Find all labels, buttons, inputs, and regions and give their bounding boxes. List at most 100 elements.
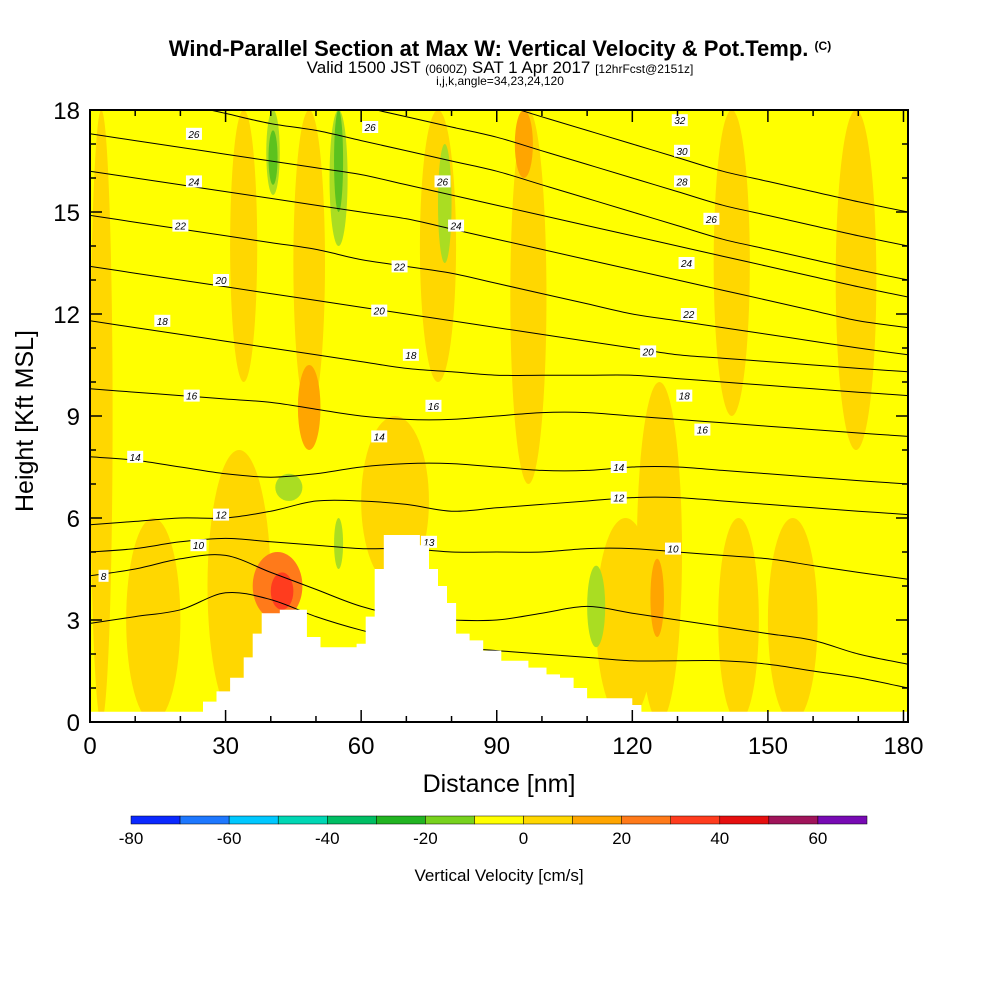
- axis-ticks: [89, 109, 908, 723]
- contour-label: 18: [157, 317, 169, 328]
- colorbar-tick-label: -20: [413, 829, 438, 848]
- contour-label: 24: [187, 177, 200, 188]
- colorbar-swatch: [179, 815, 230, 825]
- contour-label-bg: [183, 389, 200, 402]
- velocity-region-21: [437, 144, 452, 263]
- contour-label-bg: [154, 314, 171, 327]
- colorbar-tick-label: 60: [808, 829, 827, 848]
- velocity-region-24: [334, 518, 344, 569]
- colorbar-swatch: [376, 815, 426, 825]
- contour-label-bg: [678, 257, 695, 269]
- velocity-region-12: [767, 518, 818, 722]
- colorbar-title: Vertical Velocity [cm/s]: [414, 866, 583, 885]
- contour-label-bg: [703, 212, 720, 225]
- theta-contour-20: [90, 265, 908, 373]
- contour-label-bg: [676, 389, 693, 402]
- y-tick-label: 0: [67, 710, 80, 737]
- velocity-region-25: [268, 130, 278, 185]
- theta-contour-32: [518, 110, 908, 213]
- contour-label-bg: [674, 175, 691, 188]
- vertical-velocity-fills: [90, 110, 877, 722]
- contour-label-bg: [98, 569, 109, 582]
- section-params: i,j,k,angle=34,23,24,120: [436, 74, 564, 88]
- contour-label-bg: [434, 175, 451, 188]
- plot-area: 26 24 22 20 18 16 14 12 10 8 26 26 24 22 20 18 16 14 13 32 3…: [90, 110, 908, 722]
- contour-label-bg: [671, 114, 688, 127]
- contour-label: 30: [676, 147, 688, 158]
- colorbar-tick-label: 40: [710, 829, 729, 848]
- theta-contour-8: [90, 554, 908, 665]
- contour-label-bg: [190, 539, 207, 552]
- contour-label-bg: [402, 348, 419, 361]
- valid-date: SAT 1 Apr 2017: [471, 58, 591, 77]
- x-axis-title: Distance [nm]: [423, 770, 576, 798]
- contour-label: 22: [174, 222, 187, 233]
- theta-contour-22: [90, 214, 908, 356]
- contour-label: 24: [680, 259, 693, 270]
- contour-label-bg: [371, 430, 388, 443]
- colorbar-swatch: [572, 815, 622, 825]
- contour-label-bg: [694, 423, 711, 436]
- colorbar-swatch: [768, 815, 819, 825]
- chart-title-text: Wind-Parallel Section at Max W: Vertical…: [168, 36, 809, 61]
- contour-label: 14: [374, 432, 386, 443]
- velocity-region-11: [718, 518, 759, 722]
- velocity-region-22: [587, 565, 606, 648]
- contour-label: 26: [364, 123, 377, 134]
- contour-label: 13: [423, 538, 435, 549]
- velocity-region-7: [510, 110, 547, 484]
- colorbar-tick-label: -60: [217, 829, 242, 848]
- terrain-mask: [90, 535, 908, 722]
- colorbar-swatch: [327, 815, 377, 825]
- colorbar-swatch: [130, 815, 181, 825]
- contour-label: 16: [697, 426, 709, 437]
- chart-subtitle: Valid 1500 JST (0600Z) SAT 1 Apr 2017 [1…: [0, 58, 1000, 78]
- colorbar-swatch: [719, 815, 770, 825]
- contour-label-bg: [664, 542, 681, 555]
- colorbar-swatch: [474, 815, 524, 825]
- velocity-region-1: [126, 518, 181, 722]
- x-tick-label: 0: [83, 733, 96, 760]
- colorbar-swatch: [277, 815, 328, 825]
- contour-label-bg: [640, 345, 657, 358]
- x-tick-label: 120: [612, 733, 652, 760]
- velocity-region-3: [230, 110, 258, 382]
- colorbar-tick-label: -80: [119, 829, 144, 848]
- contour-label-bg: [127, 450, 144, 463]
- contour-label-bg: [425, 399, 442, 412]
- velocity-region-26: [334, 110, 344, 212]
- contour-label: 12: [613, 494, 625, 505]
- y-tick-label: 6: [67, 506, 80, 533]
- theta-contour-26: [90, 133, 908, 298]
- contour-label: 12: [215, 511, 227, 522]
- colorbar-tick-label: 20: [612, 829, 631, 848]
- colorbar-swatch: [523, 815, 573, 825]
- contour-label-bg: [213, 508, 230, 521]
- contour-label: 14: [130, 453, 142, 464]
- contour-label-bg: [185, 127, 202, 140]
- contour-label: 16: [186, 392, 198, 403]
- valid-time: Valid 1500 JST: [306, 58, 421, 77]
- theta-contour-30: [373, 110, 908, 247]
- y-axis-title: Height [Kft MSL]: [11, 330, 39, 512]
- contour-label: 32: [674, 116, 686, 127]
- contour-label-bg: [172, 219, 189, 232]
- x-tick-label: 90: [483, 733, 510, 760]
- colorbar-swatch: [621, 815, 671, 825]
- contour-label: 24: [450, 222, 463, 233]
- x-tick-label: 150: [748, 733, 788, 760]
- y-tick-labels: 0 3 6 9 12 15 18: [53, 98, 80, 737]
- velocity-region-6: [419, 110, 457, 382]
- y-tick-label: 9: [67, 404, 80, 431]
- colorbar-swatch: [817, 815, 868, 825]
- x-tick-label: 180: [883, 733, 923, 760]
- chart-title: Wind-Parallel Section at Max W: Vertical…: [0, 36, 1000, 62]
- x-tick-label: 60: [348, 733, 375, 760]
- contour-label-bg: [448, 219, 465, 232]
- y-tick-label: 18: [53, 98, 80, 125]
- contour-label-bg: [610, 461, 627, 473]
- contour-label-bg: [680, 308, 697, 320]
- contour-label: 26: [187, 130, 200, 141]
- y-tick-label: 15: [53, 200, 80, 227]
